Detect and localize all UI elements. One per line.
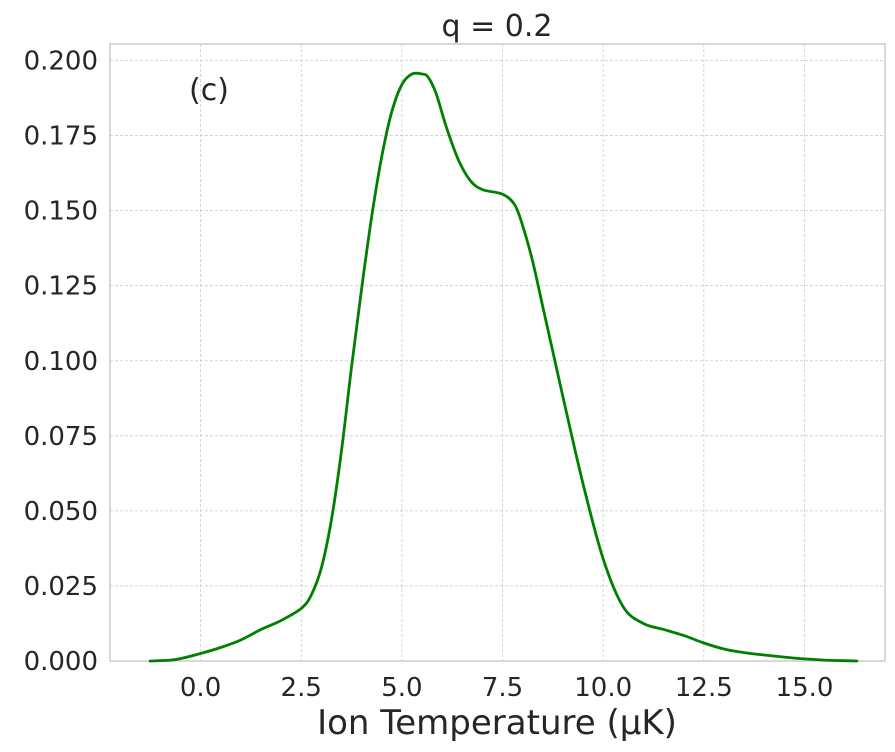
y-tick-label: 0.200	[24, 47, 98, 77]
y-tick-label: 0.100	[24, 347, 98, 377]
y-tick-label: 0.125	[24, 272, 98, 302]
plot-frame	[109, 43, 886, 662]
y-tick-label: 0.150	[24, 197, 98, 227]
x-tick-label: 2.5	[281, 673, 322, 703]
x-tick-label: 10.0	[574, 673, 632, 703]
x-tick-label: 5.0	[381, 673, 422, 703]
y-tick-label: 0.050	[24, 497, 98, 527]
y-tick-label: 0.000	[24, 647, 98, 677]
x-tick-label: 0.0	[180, 673, 221, 703]
y-tick-label: 0.175	[24, 122, 98, 152]
chart-title: q = 0.2	[442, 9, 553, 44]
panel-annotation: (c)	[189, 73, 229, 108]
x-tick-label: 7.5	[482, 673, 523, 703]
series-line	[148, 71, 859, 663]
x-tick-label: 15.0	[776, 673, 834, 703]
y-tick-label: 0.075	[24, 422, 98, 452]
grid-lines	[110, 44, 885, 662]
x-axis-title: Ion Temperature (µK)	[317, 703, 677, 743]
y-tick-label: 0.025	[24, 572, 98, 602]
y-tick-labels: 0.000 0.025 0.050 0.075 0.100 0.125 0.150 0.175…	[24, 47, 98, 677]
x-tick-labels: 0.0 2.5 5.0 7.5 10.0 12.5 15.0	[180, 673, 834, 703]
x-tick-label: 12.5	[675, 673, 733, 703]
